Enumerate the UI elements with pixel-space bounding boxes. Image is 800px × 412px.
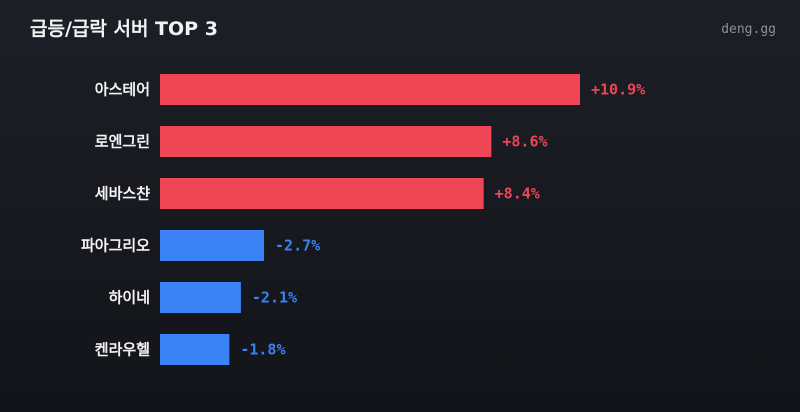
bar <box>160 74 580 105</box>
category-label: 켄라우헬 <box>95 341 150 359</box>
bar <box>160 334 230 365</box>
category-label: 로엔그린 <box>95 133 150 151</box>
value-label: +10.9% <box>591 81 645 99</box>
category-label: 세바스챤 <box>95 185 150 203</box>
brand-label: deng.gg <box>721 22 776 37</box>
bar <box>160 178 484 209</box>
value-label: -2.7% <box>275 237 320 255</box>
bar <box>160 282 241 313</box>
value-label: -1.8% <box>240 341 285 359</box>
category-label: 하이네 <box>109 289 150 307</box>
value-label: +8.4% <box>495 185 540 203</box>
value-label: +8.6% <box>502 133 547 151</box>
bar <box>160 126 492 157</box>
category-label: 아스테어 <box>95 81 150 99</box>
bar <box>160 230 265 261</box>
value-label: -2.1% <box>252 289 297 307</box>
category-label: 파아그리오 <box>81 237 150 255</box>
chart-title: 급등/급락 서버 TOP 3 <box>30 18 218 40</box>
